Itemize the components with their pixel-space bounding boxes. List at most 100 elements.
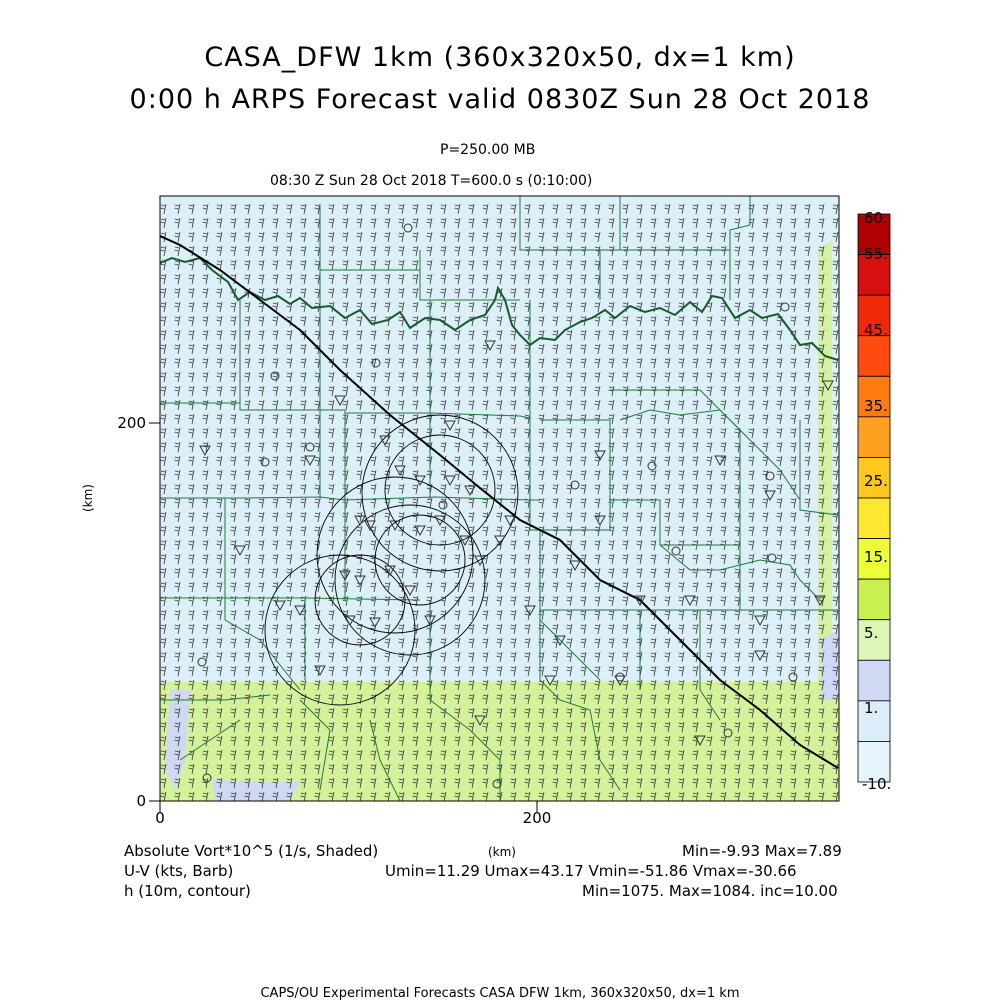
legend-field3-stats: Min=1075. Max=1084. inc=10.00 bbox=[582, 882, 838, 900]
colorbar-label-15: 15. bbox=[864, 548, 888, 566]
colorbar-swatch bbox=[857, 659, 891, 702]
valid-time-label: 08:30 Z Sun 28 Oct 2018 T=600.0 s (0:10:… bbox=[270, 173, 593, 189]
colorbar-label-55: 55. bbox=[864, 245, 888, 263]
colorbar-label-60: 60. bbox=[864, 209, 888, 227]
colorbar-label-neg10: -10. bbox=[862, 775, 892, 793]
vorticity-band-east bbox=[818, 240, 832, 682]
rivers bbox=[539, 409, 821, 681]
legend-field1-stats: Min=-9.93 Max=7.89 bbox=[682, 842, 842, 860]
colorbar-swatch bbox=[857, 213, 891, 255]
station-marker bbox=[414, 475, 426, 487]
colorbar-swatch bbox=[857, 254, 891, 296]
colorbar-label-35: 35. bbox=[864, 397, 888, 415]
colorbar-swatch bbox=[857, 416, 891, 458]
y-tick-200: 200 bbox=[117, 414, 146, 432]
station-marker bbox=[594, 450, 606, 462]
plot-frame bbox=[159, 195, 840, 802]
plot-title-line2: 0:00 h ARPS Forecast valid 0830Z Sun 28 … bbox=[129, 84, 871, 115]
colorbar-label-5: 5. bbox=[864, 624, 879, 642]
x-tick-0: 0 bbox=[155, 809, 165, 827]
station-marker bbox=[494, 535, 506, 547]
pressure-level-label: P=250.00 MB bbox=[440, 142, 536, 158]
station-circle bbox=[767, 553, 777, 563]
station-marker bbox=[459, 535, 471, 547]
station-circle bbox=[270, 371, 280, 381]
station-marker bbox=[504, 515, 516, 527]
station-marker bbox=[234, 545, 246, 557]
station-circle bbox=[788, 672, 798, 682]
station-marker bbox=[364, 520, 376, 532]
colorbar-swatch bbox=[857, 335, 891, 377]
x-axis-label: (km) bbox=[488, 845, 516, 859]
station-marker bbox=[339, 570, 351, 582]
station-marker bbox=[474, 555, 486, 567]
station-marker bbox=[754, 615, 766, 627]
station-marker bbox=[694, 735, 706, 747]
station-marker bbox=[384, 565, 396, 577]
station-circle bbox=[371, 358, 381, 368]
wind-barb-field bbox=[160, 203, 839, 801]
colorbar-swatch bbox=[857, 578, 891, 621]
colorbar-swatch bbox=[857, 375, 891, 418]
legend-field3-label: h (10m, contour) bbox=[124, 882, 251, 900]
colorbar-swatch bbox=[857, 700, 891, 742]
station-marker bbox=[199, 445, 211, 457]
station-marker bbox=[294, 605, 306, 617]
station-marker bbox=[314, 665, 326, 677]
colorbar-swatch bbox=[857, 619, 891, 661]
y-axis-label: (km) bbox=[81, 484, 95, 512]
station-circle bbox=[202, 773, 212, 783]
station-marker bbox=[814, 595, 826, 607]
station-marker bbox=[389, 520, 401, 532]
station-marker bbox=[634, 595, 646, 607]
station-marker bbox=[434, 515, 446, 527]
station-circle bbox=[647, 461, 657, 471]
station-marker bbox=[544, 675, 556, 687]
station-circle bbox=[403, 223, 413, 233]
station-marker bbox=[764, 490, 776, 502]
station-marker bbox=[354, 575, 366, 587]
highway-line bbox=[160, 235, 839, 769]
colorbar-swatch bbox=[857, 497, 891, 539]
colorbar-label-45: 45. bbox=[864, 321, 888, 339]
station-circle bbox=[492, 779, 502, 789]
station-circle bbox=[671, 546, 681, 556]
station-circle bbox=[615, 672, 625, 682]
legend-field1-label: Absolute Vort*10^5 (1/s, Shaded) bbox=[124, 842, 379, 860]
county-boundaries bbox=[160, 196, 839, 801]
station-circle bbox=[780, 302, 790, 312]
station-marker bbox=[274, 600, 286, 612]
legend-field2-stats: Umin=11.29 Umax=43.17 Vmin=-51.86 Vmax=-… bbox=[385, 862, 797, 880]
station-marker bbox=[714, 455, 726, 467]
station-marker bbox=[394, 465, 406, 477]
station-marker bbox=[354, 515, 366, 527]
station-marker bbox=[684, 595, 696, 607]
station-marker bbox=[754, 650, 766, 662]
footer-caption: CAPS/OU Experimental Forecasts CASA DFW … bbox=[260, 986, 740, 1001]
station-marker bbox=[404, 585, 416, 597]
station-marker bbox=[822, 380, 834, 392]
wind-barbs bbox=[160, 203, 839, 801]
vorticity-blue-patch-1 bbox=[165, 690, 190, 790]
red-river-boundary bbox=[160, 256, 839, 361]
vorticity-blue-patch-3 bbox=[820, 630, 838, 700]
colorbar-swatch bbox=[857, 538, 891, 580]
station-circle bbox=[438, 500, 448, 510]
station-marker bbox=[524, 605, 536, 617]
station-marker bbox=[414, 525, 426, 537]
colorbar bbox=[857, 213, 891, 783]
station-marker bbox=[474, 715, 486, 727]
station-marker bbox=[334, 395, 346, 407]
y-tick-0: 0 bbox=[136, 792, 146, 810]
station-marker bbox=[569, 560, 581, 572]
station-marker bbox=[484, 340, 496, 352]
station-marker bbox=[464, 485, 476, 497]
station-circle bbox=[723, 728, 733, 738]
station-marker bbox=[369, 617, 381, 629]
colorbar-label-1: 1. bbox=[864, 699, 879, 717]
station-circle bbox=[570, 480, 580, 490]
station-circle bbox=[197, 657, 207, 667]
height-contours bbox=[264, 414, 519, 706]
x-tick-200: 200 bbox=[523, 809, 552, 827]
